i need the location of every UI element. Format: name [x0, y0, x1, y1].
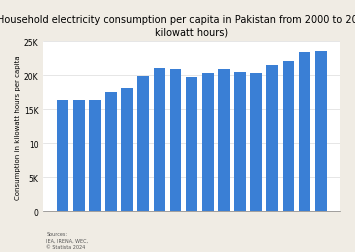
Bar	[57, 100, 69, 211]
Bar	[137, 77, 149, 211]
Title: Household electricity consumption per capita in Pakistan from 2000 to 2016 (in
k: Household electricity consumption per ca…	[0, 15, 355, 37]
Bar	[315, 52, 327, 211]
Bar	[186, 77, 197, 211]
Bar	[154, 69, 165, 211]
Bar	[121, 88, 133, 211]
Bar	[250, 73, 262, 211]
Text: Sources:
IEA, IRENA, WEC,
© Statista 2024: Sources: IEA, IRENA, WEC, © Statista 202…	[46, 231, 88, 249]
Bar	[218, 69, 230, 211]
Bar	[267, 66, 278, 211]
Bar	[89, 101, 100, 211]
Y-axis label: Consumption in kilowatt hours per capita: Consumption in kilowatt hours per capita	[15, 55, 21, 199]
Bar	[73, 101, 84, 211]
Bar	[202, 73, 214, 211]
Bar	[170, 70, 181, 211]
Bar	[234, 73, 246, 211]
Bar	[283, 62, 294, 211]
Bar	[299, 52, 310, 211]
Bar	[105, 93, 117, 211]
